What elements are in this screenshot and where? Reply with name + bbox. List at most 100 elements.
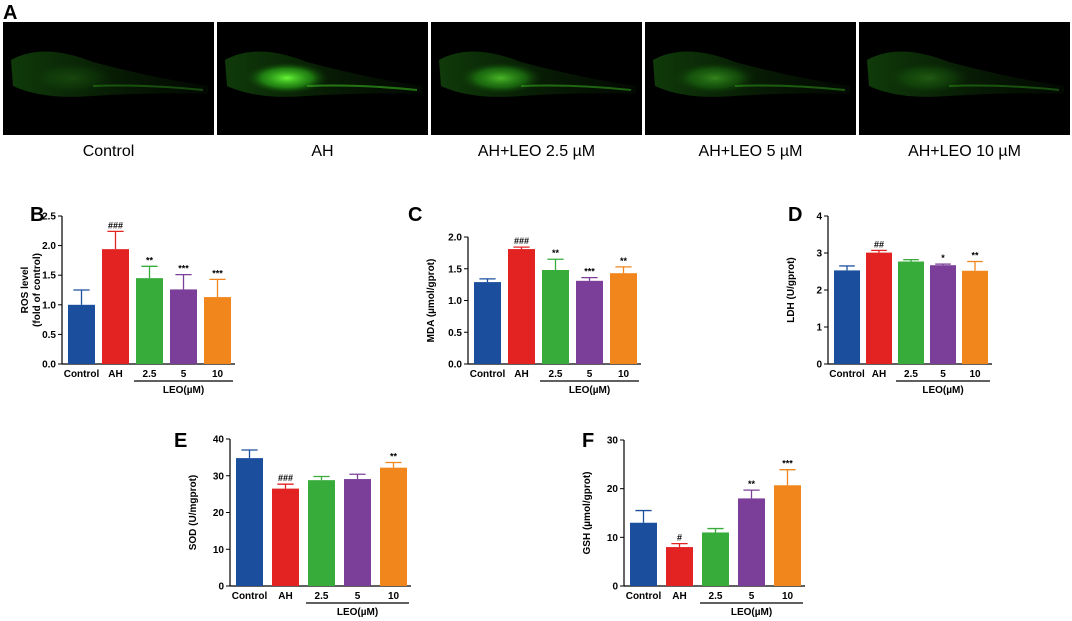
panel-e-letter: E (174, 430, 188, 452)
category-label: 10 (969, 369, 981, 380)
bar (702, 532, 729, 586)
category-label: AH (872, 369, 886, 380)
y-tick-label: 10 (607, 533, 619, 544)
category-label: AH (672, 591, 686, 602)
y-axis-label: ROS level (20, 266, 31, 313)
y-tick-label: 4 (816, 212, 822, 223)
y-tick-label: 0 (612, 582, 618, 593)
category-label: AH (108, 369, 122, 380)
category-label: 5 (749, 591, 755, 602)
bar (866, 252, 892, 364)
category-label: 2.5 (143, 369, 157, 380)
panel-b-letter: B (30, 204, 45, 226)
significance-label: ### (278, 473, 293, 483)
significance-label: ### (514, 236, 529, 246)
ros-chart: 0.0 0.5 1.0 1.5 2.0 2.5 ROS level (fold of cont… (20, 212, 235, 396)
y-tick-label: 0.0 (448, 360, 462, 371)
y-tick-label: 30 (213, 471, 225, 482)
bar (170, 289, 197, 364)
category-label: 10 (212, 369, 224, 380)
fluorescence-image (859, 22, 1070, 135)
category-label: 5 (940, 369, 946, 380)
bar (930, 265, 956, 364)
category-label: 5 (181, 369, 187, 380)
image-label: Control (82, 143, 135, 160)
bar (542, 270, 569, 364)
y-tick-label: 0 (816, 360, 822, 371)
gsh-chart: 0 10 20 30 GSH (µmol/gprot) Control # AH 2.5 ** 5 *… (582, 436, 805, 618)
significance-label: ** (971, 251, 979, 261)
image-label: AH+LEO 10 µM (908, 143, 1021, 160)
bar (666, 547, 693, 586)
bar (508, 249, 535, 364)
bar (774, 485, 801, 586)
fluorescence-image (3, 22, 214, 135)
significance-label: ** (390, 452, 398, 462)
y-tick-label: 20 (213, 508, 225, 519)
image-label: AH+LEO 5 µM (698, 143, 803, 160)
category-label: Control (232, 591, 268, 602)
image-label: AH+LEO 2.5 µM (477, 143, 596, 160)
group-label: LEO(µM) (731, 607, 772, 618)
significance-label: ** (748, 479, 756, 489)
bar (610, 273, 637, 364)
bar (236, 458, 263, 586)
bar (474, 282, 501, 364)
y-tick-label: 1.5 (42, 271, 56, 282)
y-tick-label: 2.0 (448, 233, 462, 244)
category-label: 10 (782, 591, 794, 602)
y-tick-label: 0.5 (42, 330, 56, 341)
y-tick-label: 2.0 (42, 241, 56, 252)
bar (834, 270, 860, 364)
significance-label: *** (178, 264, 189, 274)
significance-label: *** (212, 268, 223, 278)
category-label: 2.5 (549, 369, 563, 380)
y-tick-label: 2.5 (42, 212, 56, 223)
y-tick-label: 10 (213, 545, 225, 556)
y-axis-label: GSH (µmol/gprot) (582, 472, 593, 555)
ldh-chart: 0 1 2 3 4 LDH (U/gprot) Control ## AH 2.5 * 5 ** 10 LE… (786, 212, 992, 396)
category-label: 2.5 (904, 369, 918, 380)
category-label: AH (278, 591, 292, 602)
significance-label: *** (584, 267, 595, 277)
y-tick-label: 0 (218, 582, 224, 593)
fluorescence-image (217, 22, 428, 135)
category-label: 10 (388, 591, 400, 602)
panel-f-letter: F (582, 430, 595, 452)
category-label: Control (64, 369, 100, 380)
y-tick-label: 0.5 (448, 328, 462, 339)
bar (308, 480, 335, 586)
category-label: Control (626, 591, 662, 602)
y-tick-label: 20 (607, 484, 619, 495)
bar (204, 297, 231, 364)
bar (344, 479, 371, 586)
bar (576, 280, 603, 364)
y-tick-label: 2 (816, 286, 822, 297)
y-tick-label: 3 (816, 249, 822, 260)
group-label: LEO(µM) (163, 385, 204, 396)
significance-label: *** (782, 459, 793, 469)
y-axis-label: SOD (U/mgprot) (188, 475, 199, 551)
significance-label: # (677, 533, 682, 543)
y-tick-label: 1.0 (448, 296, 462, 307)
bar (738, 498, 765, 586)
category-label: Control (829, 369, 865, 380)
panel-d-letter: D (788, 204, 803, 226)
y-tick-label: 40 (213, 435, 225, 446)
bar (68, 304, 95, 364)
sod-chart: 0 10 20 30 40 SOD (U/mgprot) Control ### AH 2.5 5 *… (188, 435, 411, 618)
y-tick-label: 30 (607, 436, 619, 447)
bar (272, 488, 299, 586)
fluorescence-image (431, 22, 642, 135)
bar (630, 522, 657, 586)
category-label: 2.5 (315, 591, 329, 602)
significance-label: ** (552, 248, 560, 258)
fluorescence-image (645, 22, 856, 135)
significance-label: ** (620, 256, 628, 266)
bar (102, 249, 129, 364)
bar (136, 278, 163, 364)
image-label: AH (311, 143, 334, 160)
bar (380, 467, 407, 586)
group-label: LEO(µM) (337, 607, 378, 618)
y-tick-label: 1.5 (448, 264, 462, 275)
